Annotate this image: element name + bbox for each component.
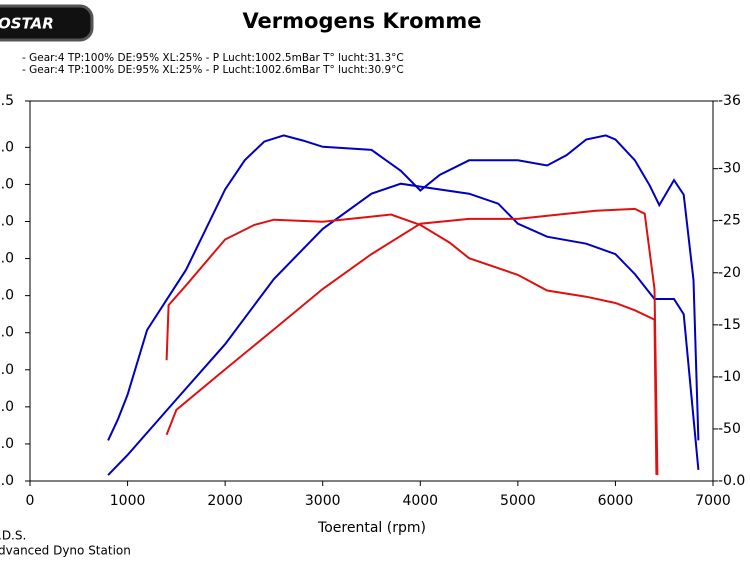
y-tick-label: 0.0 [0, 213, 14, 229]
series-line [165, 213, 658, 475]
y2-tick-label: -20 [718, 265, 741, 281]
y2-tick-label: -10 [718, 369, 741, 385]
y2-tick-label: -15 [718, 317, 741, 333]
y-tick-label: 0.0 [0, 251, 14, 267]
x-tick-label: 4000 [402, 493, 438, 509]
y-tick-label: 0.0 [0, 362, 14, 378]
y2-tick-label: -50 [718, 421, 741, 437]
logo-box [0, 4, 94, 42]
x-tick-label: 3000 [305, 493, 341, 509]
legend-entry: - Gear:4 TP:100% DE:95% XL:25% - P Lucht… [22, 64, 404, 76]
series-line [107, 182, 700, 476]
y-tick-label: 0.0 [0, 473, 14, 489]
series-line [107, 134, 700, 441]
x-tick-label: 7000 [695, 493, 731, 509]
footer-line: dvanced Dyno Station [0, 544, 131, 558]
series-line [165, 207, 659, 476]
y-tick-label: 0.0 [0, 399, 14, 415]
x-tick-label: 2000 [207, 493, 243, 509]
y2-tick-label: -30 [718, 161, 741, 177]
plot-frame [29, 100, 714, 482]
x-tick-label: 1000 [110, 493, 146, 509]
footer-line: .D.S. [0, 529, 26, 543]
y2-tick-label: -0.0 [718, 473, 745, 489]
y-tick-label: 0.0 [0, 436, 14, 452]
y-tick-label: 0.0 [0, 288, 14, 304]
legend-entry: - Gear:4 TP:100% DE:95% XL:25% - P Lucht… [22, 52, 404, 64]
chart-title: Vermogens Kromme [242, 9, 481, 33]
y2-tick-label: -36 [718, 93, 741, 109]
y-tick-label: .5 [1, 93, 14, 109]
x-axis-label: Toerental (rpm) [317, 520, 426, 536]
y-tick-label: 0.0 [0, 325, 14, 341]
x-tick-label: 0 [26, 493, 35, 509]
y-tick-label: 0.0 [0, 176, 14, 192]
logo: OSTAR [0, 15, 54, 33]
y2-tick-label: -25 [718, 213, 741, 229]
y-tick-label: 0.0 [0, 139, 14, 155]
x-tick-label: 6000 [598, 493, 634, 509]
x-tick-label: 5000 [500, 493, 536, 509]
